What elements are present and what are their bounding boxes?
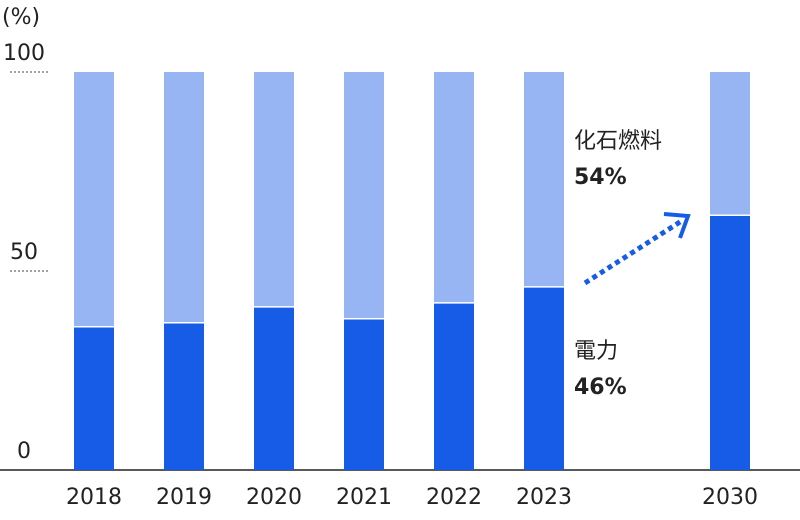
value-label: 46% [574,375,627,400]
bar-segment [710,215,750,470]
x-tick-label: 2023 [516,485,572,510]
y-tick-label: 0 [17,439,31,464]
bar-segment [164,322,204,470]
x-tick-label: 2020 [246,485,302,510]
series-label: 化石燃料 [574,129,662,154]
y-tick-label: 100 [3,41,45,66]
y-tick-label: 50 [10,240,38,265]
bar-segment [434,72,474,303]
bar-segment [344,318,384,470]
bar-segment [434,302,474,470]
trend-arrow [583,217,685,286]
bar-segment [74,72,114,327]
bar-segment [344,72,384,319]
bar-segment [74,326,114,470]
trend-arrow-head [663,212,691,239]
x-tick-label: 2021 [336,485,392,510]
series-label: 電力 [574,339,618,364]
bar-segment [710,72,750,216]
y-unit: (%) [2,5,40,30]
bar-segment [164,72,204,323]
x-tick-label: 2022 [426,485,482,510]
bar-segment [254,72,294,307]
bar-segment [524,72,564,287]
x-tick-label: 2018 [66,485,122,510]
value-label: 54% [574,165,627,190]
x-tick-label: 2030 [702,485,758,510]
x-tick-label: 2019 [156,485,212,510]
bar-segment [524,286,564,470]
bar-segment [254,306,294,470]
